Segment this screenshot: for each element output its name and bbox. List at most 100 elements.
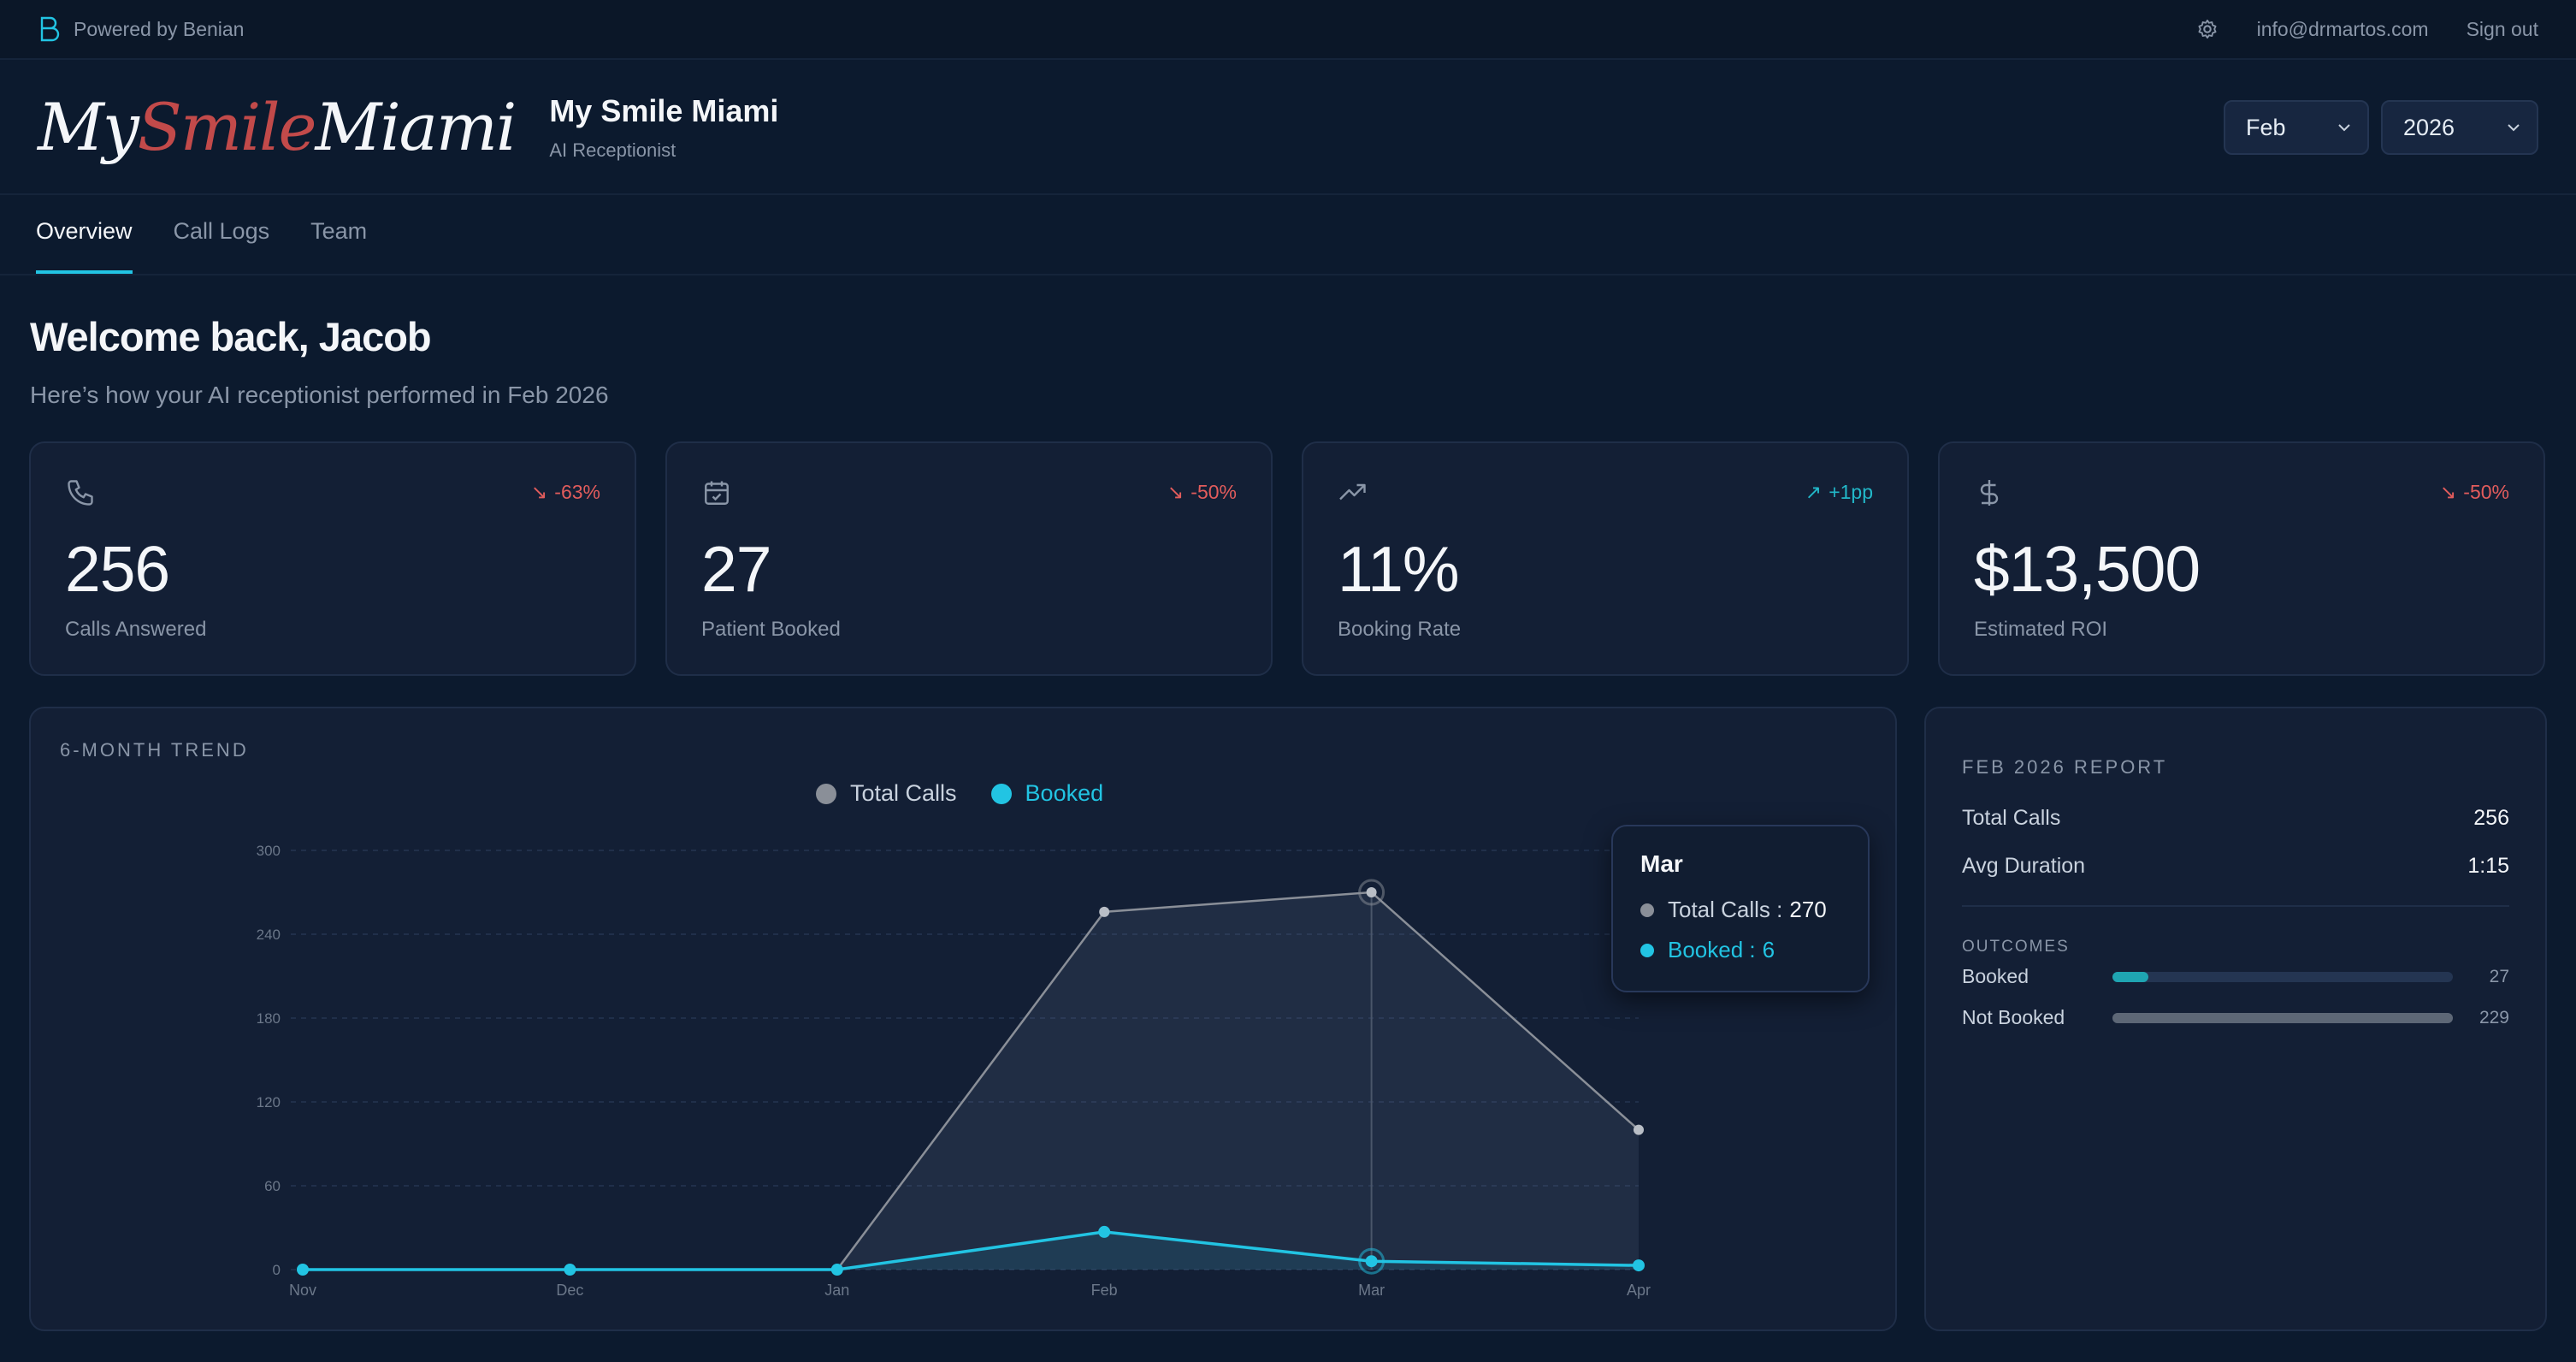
clinic-subtitle: AI Receptionist xyxy=(549,139,676,161)
tooltip-dot xyxy=(1640,943,1654,957)
tooltip-booked-value: 6 xyxy=(1762,937,1775,962)
year-select[interactable]: 2026 xyxy=(2381,100,2538,155)
settings-gear-icon[interactable] xyxy=(2195,17,2219,41)
tab-call-logs[interactable]: Call Logs xyxy=(173,218,270,244)
legend-booked[interactable]: Booked xyxy=(990,780,1104,807)
data-point xyxy=(1366,887,1377,897)
six-month-trend-card: 6-MONTH TREND Total Calls Booked 300 240 1… xyxy=(29,707,1897,1331)
series-line xyxy=(303,1230,1640,1271)
report-divider xyxy=(1962,905,2509,907)
report-avg-duration-value: 1:15 xyxy=(2467,854,2509,878)
data-point xyxy=(1365,1255,1378,1268)
arrow-down-right-icon: ↘ xyxy=(531,481,548,503)
x-tick-label: Mar xyxy=(1358,1282,1385,1299)
hover-point-ring xyxy=(1358,879,1385,906)
trend-delta: ↗ +1pp xyxy=(1805,481,1873,503)
report-avg-duration-label: Avg Duration xyxy=(1962,854,2086,878)
monthly-report-card: FEB 2026 REPORT Total Calls 256 Avg Dura… xyxy=(1924,707,2547,1331)
chevron-down-icon xyxy=(2338,124,2350,132)
report-avg-duration: Avg Duration 1:15 xyxy=(1962,854,2509,879)
month-select[interactable]: Feb xyxy=(2224,100,2369,155)
stat-label: Estimated ROI xyxy=(1974,618,2108,641)
tooltip-total-label: Total Calls : xyxy=(1668,897,1783,922)
x-tick-label: Apr xyxy=(1627,1282,1651,1299)
outcome-label: Not Booked xyxy=(1962,1006,2065,1028)
outcomes-heading: OUTCOMES xyxy=(1962,938,2070,956)
stat-label: Calls Answered xyxy=(65,618,207,641)
x-tick-label: Feb xyxy=(1091,1282,1118,1299)
outcome-row-not-booked: Not Booked 229 xyxy=(1962,1006,2509,1029)
outcome-count: 229 xyxy=(2479,1007,2509,1027)
legend-dot xyxy=(990,783,1012,804)
report-total-calls-value: 256 xyxy=(2473,806,2509,830)
trend-chart[interactable]: 300 240 180 120 60 0 Nov Dec Jan Feb Mar Apr xyxy=(31,708,1899,1333)
y-tick-label: 0 xyxy=(273,1262,281,1278)
report-total-calls-label: Total Calls xyxy=(1962,806,2061,830)
tooltip-title: Mar xyxy=(1640,850,1683,877)
y-tick-label: 180 xyxy=(257,1010,281,1027)
arrow-down-right-icon: ↘ xyxy=(1167,481,1185,503)
outcome-bar xyxy=(2112,971,2453,982)
main-tabs: Overview Call Logs Team xyxy=(0,197,2576,275)
data-point xyxy=(564,1264,576,1276)
legend-label: Total Calls xyxy=(850,780,957,806)
report-title: FEB 2026 REPORT xyxy=(1962,756,2168,778)
outcome-count: 27 xyxy=(2489,966,2509,986)
data-point xyxy=(830,1264,843,1276)
data-point xyxy=(1634,1124,1644,1135)
tooltip-booked-label: Booked : xyxy=(1668,937,1756,962)
stat-value: 256 xyxy=(65,533,170,605)
trending-up-icon xyxy=(1339,483,1366,500)
tab-team[interactable]: Team xyxy=(310,218,368,244)
chart-legend: Total Calls Booked xyxy=(816,780,1103,807)
stat-label: Booking Rate xyxy=(1338,618,1462,641)
tab-overview[interactable]: Overview xyxy=(36,218,133,274)
series-area xyxy=(303,892,1639,1270)
y-tick-label: 240 xyxy=(257,927,281,943)
welcome-subtitle: Here’s how your AI receptionist performe… xyxy=(30,382,609,408)
chart-tooltip: Mar Total Calls : 270 Booked : 6 xyxy=(1611,825,1870,992)
stat-card-estimated-roi: ↘ -50% $13,500 Estimated ROI xyxy=(1938,441,2545,676)
y-tick-label: 60 xyxy=(264,1178,281,1194)
stat-card-patient-booked: ↘ -50% 27 Patient Booked xyxy=(665,441,1273,676)
sign-out-link[interactable]: Sign out xyxy=(2466,17,2538,40)
outcome-bar-fill xyxy=(2112,971,2148,982)
powered-by-label: Powered by Benian xyxy=(74,17,245,40)
data-point xyxy=(297,1264,309,1276)
outcome-label: Booked xyxy=(1962,965,2029,987)
report-total-calls: Total Calls 256 xyxy=(1962,806,2509,831)
x-tick-label: Dec xyxy=(556,1282,583,1299)
benian-logo-icon xyxy=(40,16,60,42)
arrow-down-right-icon: ↘ xyxy=(2440,481,2457,503)
calendar-check-icon xyxy=(705,481,729,505)
legend-total-calls[interactable]: Total Calls xyxy=(816,780,957,807)
chevron-down-icon xyxy=(2508,124,2520,132)
outcome-bar xyxy=(2112,1012,2453,1023)
tooltip-total-value: 270 xyxy=(1789,897,1827,922)
stat-label: Patient Booked xyxy=(701,618,841,641)
stat-value: $13,500 xyxy=(1974,533,2201,605)
x-tick-label: Nov xyxy=(289,1282,316,1299)
tooltip-total-row: Total Calls : 270 xyxy=(1640,897,1840,923)
data-point xyxy=(1099,906,1110,917)
tooltip-dot xyxy=(1640,903,1654,917)
clinic-name: My Smile Miami xyxy=(549,93,779,128)
my-smile-miami-logo: MySmileMiami xyxy=(38,89,517,165)
hover-point-ring xyxy=(1358,1247,1385,1275)
account-email[interactable]: info@drmartos.com xyxy=(2256,17,2429,40)
trend-delta: ↘ -50% xyxy=(1167,481,1237,503)
trend-delta: ↘ -63% xyxy=(531,481,600,503)
arrow-up-right-icon: ↗ xyxy=(1805,481,1823,503)
welcome-heading: Welcome back, Jacob xyxy=(30,314,432,359)
powered-by: Powered by Benian xyxy=(38,15,244,43)
clinic-header: MySmileMiami My Smile Miami AI Reception… xyxy=(0,62,2576,195)
data-point xyxy=(1098,1225,1111,1238)
legend-dot xyxy=(816,783,836,804)
phone-icon xyxy=(68,480,93,506)
legend-label: Booked xyxy=(1025,780,1104,806)
stat-value: 27 xyxy=(701,533,771,605)
outcome-row-booked: Booked 27 xyxy=(1962,965,2509,988)
y-tick-label: 120 xyxy=(257,1094,281,1110)
y-tick-label: 300 xyxy=(257,843,281,859)
stat-card-booking-rate: ↗ +1pp 11% Booking Rate xyxy=(1302,441,1909,676)
